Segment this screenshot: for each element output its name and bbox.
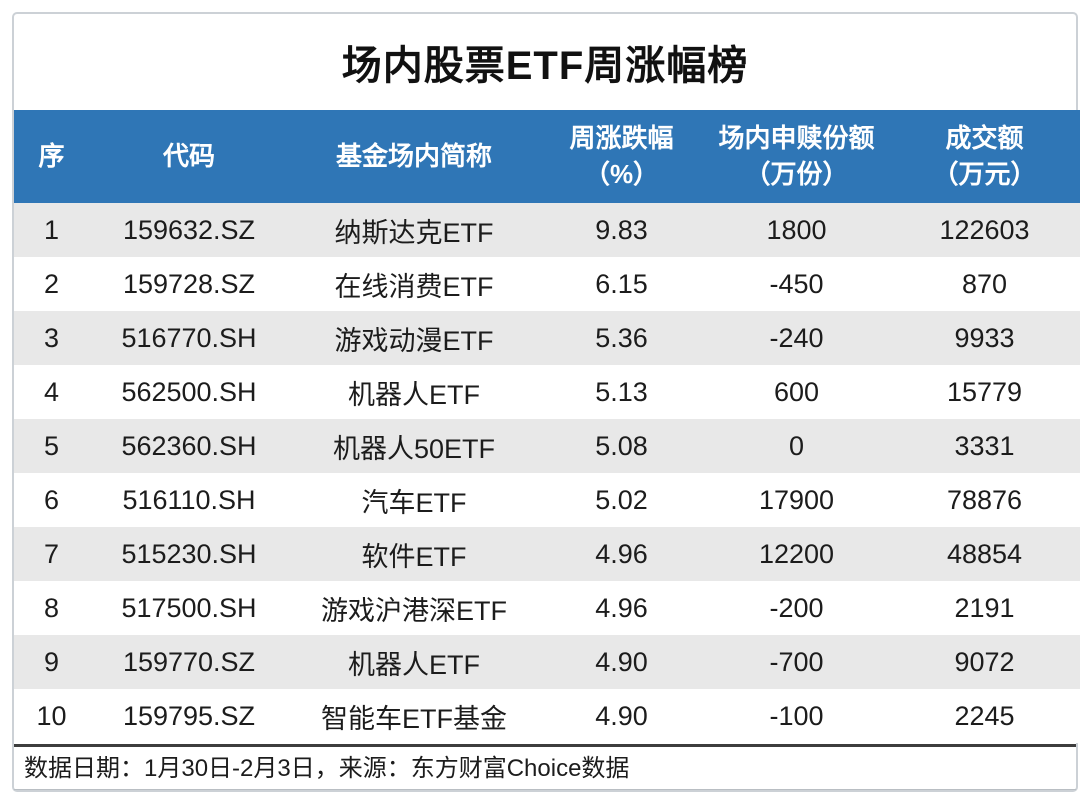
cell-turnover: 2191 bbox=[954, 592, 1015, 623]
column-header-label: 序 bbox=[38, 140, 65, 171]
column-header-turnover: 成交额 （万元） bbox=[889, 110, 1080, 203]
cell-weekly-change: 4.90 bbox=[595, 646, 648, 677]
table-row: 10 159795.SZ 智能车ETF基金 4.90 -100 2245 bbox=[14, 689, 1080, 743]
cell-shares: -100 bbox=[769, 700, 824, 731]
cell-shares: 600 bbox=[773, 376, 820, 407]
cell-name: 智能车ETF基金 bbox=[321, 703, 507, 734]
cell-turnover: 2245 bbox=[954, 700, 1015, 731]
cell-shares: 12200 bbox=[758, 538, 835, 569]
table-row: 9 159770.SZ 机器人ETF 4.90 -700 9072 bbox=[14, 635, 1080, 689]
cell-turnover: 9072 bbox=[954, 646, 1015, 677]
cell-code: 515230.SH bbox=[121, 538, 257, 569]
cell-name: 游戏动漫ETF bbox=[334, 325, 494, 356]
cell-seq: 3 bbox=[43, 322, 60, 353]
cell-seq: 2 bbox=[43, 268, 60, 299]
cell-name: 纳斯达克ETF bbox=[334, 217, 494, 248]
cell-name: 机器人50ETF bbox=[332, 433, 496, 464]
table-row: 3 516770.SH 游戏动漫ETF 5.36 -240 9933 bbox=[14, 311, 1080, 365]
cell-shares: -200 bbox=[769, 592, 824, 623]
column-header-name: 基金场内简称 bbox=[289, 110, 539, 203]
cell-code: 517500.SH bbox=[121, 592, 257, 623]
cell-shares: 1800 bbox=[766, 214, 827, 245]
cell-shares: -450 bbox=[769, 268, 824, 299]
cell-seq: 8 bbox=[43, 592, 60, 623]
column-header-weekly-change: 周涨跌幅 （%） bbox=[539, 110, 704, 203]
column-header-label: 基金场内简称 bbox=[335, 140, 492, 171]
column-header-seq: 序 bbox=[14, 110, 89, 203]
source-note: 数据日期：1月30日-2月3日，来源：东方财富Choice数据 bbox=[24, 754, 630, 782]
cell-code: 159770.SZ bbox=[122, 646, 256, 677]
cell-name: 游戏沪港深ETF bbox=[321, 595, 507, 626]
column-header-shares: 场内申赎份额 （万份） bbox=[704, 110, 889, 203]
table-card: 场内股票ETF周涨幅榜 序 代码 基金场内简称 bbox=[12, 12, 1080, 792]
table-row: 1 159632.SZ 纳斯达克ETF 9.83 1800 122603 bbox=[14, 203, 1080, 257]
cell-turnover: 15779 bbox=[946, 376, 1023, 407]
column-header-code: 代码 bbox=[89, 110, 289, 203]
cell-code: 159632.SZ bbox=[122, 214, 256, 245]
cell-code: 562500.SH bbox=[121, 376, 257, 407]
cell-shares: 0 bbox=[788, 430, 805, 461]
table-row: 7 515230.SH 软件ETF 4.96 12200 48854 bbox=[14, 527, 1080, 581]
table-header: 序 代码 基金场内简称 周涨跌幅 （%） bbox=[14, 110, 1080, 203]
cell-turnover: 3331 bbox=[954, 430, 1015, 461]
column-header-label: 成交额 bbox=[945, 123, 1024, 154]
cell-code: 516770.SH bbox=[121, 322, 257, 353]
column-header-unit: （万份） bbox=[744, 158, 849, 189]
title-bar: 场内股票ETF周涨幅榜 bbox=[14, 14, 1076, 110]
table-body: 1 159632.SZ 纳斯达克ETF 9.83 1800 122603 2 1… bbox=[14, 203, 1080, 743]
column-header-label: 场内申赎份额 bbox=[718, 123, 875, 154]
cell-seq: 4 bbox=[43, 376, 60, 407]
cell-seq: 6 bbox=[43, 484, 60, 515]
cell-seq: 10 bbox=[36, 700, 67, 731]
cell-name: 机器人ETF bbox=[348, 379, 480, 410]
table-row: 6 516110.SH 汽车ETF 5.02 17900 78876 bbox=[14, 473, 1080, 527]
column-header-unit: （万元） bbox=[932, 158, 1037, 189]
cell-name: 在线消费ETF bbox=[334, 271, 494, 302]
cell-code: 159728.SZ bbox=[122, 268, 256, 299]
cell-weekly-change: 4.90 bbox=[595, 700, 648, 731]
cell-seq: 9 bbox=[43, 646, 60, 677]
table-row: 8 517500.SH 游戏沪港深ETF 4.96 -200 2191 bbox=[14, 581, 1080, 635]
table-row: 5 562360.SH 机器人50ETF 5.08 0 3331 bbox=[14, 419, 1080, 473]
cell-seq: 5 bbox=[43, 430, 60, 461]
header-row: 序 代码 基金场内简称 周涨跌幅 （%） bbox=[14, 110, 1080, 203]
cell-weekly-change: 5.02 bbox=[595, 484, 648, 515]
cell-turnover: 48854 bbox=[946, 538, 1023, 569]
cell-seq: 7 bbox=[43, 538, 60, 569]
cell-weekly-change: 6.15 bbox=[595, 268, 648, 299]
cell-name: 软件ETF bbox=[361, 541, 467, 572]
source-note-box: 数据日期：1月30日-2月3日，来源：东方财富Choice数据 bbox=[14, 744, 1076, 790]
cell-turnover: 9933 bbox=[954, 322, 1015, 353]
table-row: 2 159728.SZ 在线消费ETF 6.15 -450 870 bbox=[14, 257, 1080, 311]
cell-code: 562360.SH bbox=[121, 430, 257, 461]
column-header-unit: （%） bbox=[583, 158, 660, 189]
cell-weekly-change: 4.96 bbox=[595, 592, 648, 623]
cell-name: 机器人ETF bbox=[348, 649, 480, 680]
cell-name: 汽车ETF bbox=[361, 487, 467, 518]
page-title: 场内股票ETF周涨幅榜 bbox=[341, 44, 749, 88]
cell-weekly-change: 5.08 bbox=[595, 430, 648, 461]
cell-weekly-change: 5.36 bbox=[595, 322, 648, 353]
cell-shares: -240 bbox=[769, 322, 824, 353]
cell-shares: -700 bbox=[769, 646, 824, 677]
table-row: 4 562500.SH 机器人ETF 5.13 600 15779 bbox=[14, 365, 1080, 419]
cell-code: 159795.SZ bbox=[122, 700, 256, 731]
cell-weekly-change: 9.83 bbox=[595, 214, 648, 245]
cell-shares: 17900 bbox=[758, 484, 835, 515]
etf-table: 序 代码 基金场内简称 周涨跌幅 （%） bbox=[14, 110, 1080, 743]
cell-weekly-change: 5.13 bbox=[595, 376, 648, 407]
cell-seq: 1 bbox=[43, 214, 60, 245]
cell-turnover: 122603 bbox=[939, 214, 1030, 245]
cell-code: 516110.SH bbox=[122, 484, 256, 515]
cell-turnover: 78876 bbox=[946, 484, 1023, 515]
cell-turnover: 870 bbox=[961, 268, 1008, 299]
cell-weekly-change: 4.96 bbox=[595, 538, 648, 569]
column-header-label: 代码 bbox=[162, 140, 215, 171]
column-header-label: 周涨跌幅 bbox=[569, 123, 674, 154]
